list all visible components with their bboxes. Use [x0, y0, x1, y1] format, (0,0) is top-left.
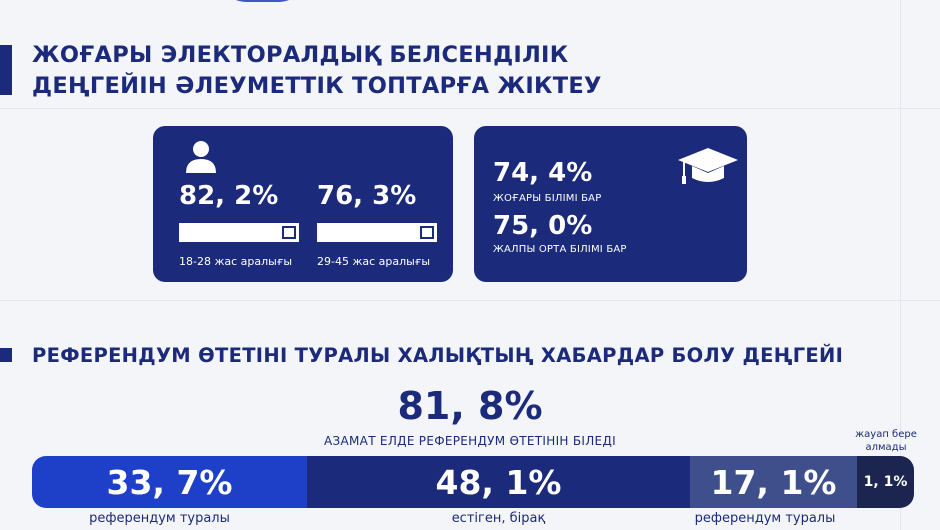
top-decoration — [215, 0, 310, 2]
age-group2-label: 29-45 жас аралығы — [317, 255, 431, 268]
education-secondary-label: ЖАЛПЫ ОРТА БІЛІМІ БАР — [493, 244, 627, 255]
segment-2-value: 48, 1% — [435, 462, 562, 502]
section1-title-line2: ДЕҢГЕЙІН ӘЛЕУМЕТТІК ТОПТАРҒА ЖІКТЕУ — [32, 73, 602, 99]
age-group2-value: 76, 3% — [317, 181, 417, 211]
segment-1-value: 33, 7% — [106, 462, 233, 502]
segment-1: 33, 7% — [32, 456, 307, 508]
total-awareness-value: 81, 8% — [397, 384, 543, 428]
segment-2: 48, 1% — [307, 456, 690, 508]
education-higher-value: 74, 4% — [493, 158, 593, 188]
age-group1-bar-marker — [282, 226, 296, 239]
education-higher-label: ЖОҒАРЫ БІЛІМІ БАР — [493, 193, 602, 204]
age-group1-label: 18-28 жас аралығы — [179, 255, 293, 268]
segment-3: 17, 1% — [690, 456, 857, 508]
segment-2-caption: естіген, бірақ — [451, 511, 546, 526]
segment-4-value: 1, 1% — [863, 474, 908, 490]
section1-title-line1: ЖОҒАРЫ ЭЛЕКТОРАЛДЫҚ БЕЛСЕНДІЛІК — [32, 42, 569, 68]
background-line — [900, 0, 901, 530]
person-icon — [186, 141, 216, 173]
background-line — [0, 108, 940, 109]
segment-3-caption: референдум туралы — [694, 511, 836, 526]
segment-1-caption: референдум туралы — [89, 511, 230, 526]
education-secondary-value: 75, 0% — [493, 211, 593, 241]
age-group1-bar — [179, 223, 299, 242]
section-marker — [0, 45, 12, 95]
age-group2-bar — [317, 223, 437, 242]
background-line — [0, 300, 940, 301]
graduation-cap-icon — [678, 148, 738, 184]
section-marker — [0, 348, 12, 362]
section1-title: ЖОҒАРЫ ЭЛЕКТОРАЛДЫҚ БЕЛСЕНДІЛІК ДЕҢГЕЙІН… — [32, 40, 602, 102]
section2-title: РЕФЕРЕНДУМ ӨТЕТІНІ ТУРАЛЫ ХАЛЫҚТЫҢ ХАБАР… — [32, 344, 844, 367]
total-awareness-label: АЗАМАТ ЕЛДЕ РЕФЕРЕНДУМ ӨТЕТІНІН БІЛЕДІ — [324, 434, 616, 448]
segment-3-value: 17, 1% — [710, 462, 837, 502]
segment-4: 1, 1% — [857, 456, 914, 508]
age-group2-bar-marker — [420, 226, 434, 239]
no-answer-label: жауап бере алмады — [855, 429, 917, 453]
age-group1-value: 82, 2% — [179, 181, 279, 211]
